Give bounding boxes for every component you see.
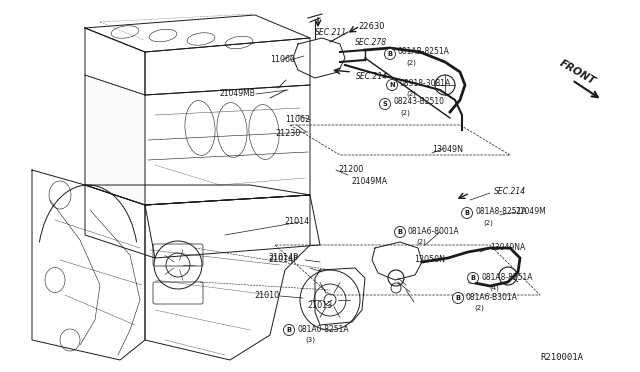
Text: (2): (2) — [406, 60, 416, 66]
Text: 081A6-8001A: 081A6-8001A — [408, 227, 460, 235]
Circle shape — [461, 208, 472, 218]
Text: (4): (4) — [489, 285, 499, 291]
Text: SEC.214: SEC.214 — [356, 72, 388, 81]
Circle shape — [380, 99, 390, 109]
Text: 21230: 21230 — [275, 128, 300, 138]
Text: 13050N: 13050N — [414, 256, 445, 264]
Text: 13049NA: 13049NA — [490, 244, 525, 253]
Text: 08243-B2510: 08243-B2510 — [393, 97, 444, 106]
Text: (3): (3) — [305, 337, 315, 343]
Circle shape — [467, 273, 479, 283]
Text: R210001A: R210001A — [540, 353, 583, 362]
Text: 081A0-8251A: 081A0-8251A — [297, 324, 349, 334]
Text: SEC.214: SEC.214 — [494, 187, 526, 196]
Text: 11060: 11060 — [270, 55, 295, 64]
Text: 21010: 21010 — [254, 292, 279, 301]
Text: 21200: 21200 — [338, 166, 364, 174]
Text: 21014: 21014 — [284, 218, 309, 227]
Text: 21014P: 21014P — [268, 253, 298, 262]
Text: 22630: 22630 — [358, 22, 385, 31]
Text: 081AB-8251A: 081AB-8251A — [398, 48, 450, 57]
Text: 21013: 21013 — [307, 301, 332, 310]
Text: 081A8-8251A: 081A8-8251A — [475, 208, 527, 217]
Circle shape — [394, 227, 406, 237]
Circle shape — [284, 324, 294, 336]
Text: B: B — [470, 275, 476, 281]
Circle shape — [387, 80, 397, 90]
Polygon shape — [85, 75, 145, 205]
Text: SEC.278: SEC.278 — [355, 38, 387, 47]
Text: SEC.211: SEC.211 — [315, 28, 347, 37]
Text: 081A6-B301A: 081A6-B301A — [466, 292, 518, 301]
Text: B: B — [387, 51, 392, 57]
Text: B: B — [397, 229, 403, 235]
Text: B: B — [465, 210, 470, 216]
Text: 08918-3081A: 08918-3081A — [400, 78, 451, 87]
Text: N: N — [389, 82, 395, 88]
Text: FRONT: FRONT — [558, 58, 597, 86]
Text: 21049M: 21049M — [516, 208, 547, 217]
Text: (2): (2) — [406, 91, 416, 97]
Text: (2): (2) — [416, 239, 426, 245]
Text: 081A8-8251A: 081A8-8251A — [481, 273, 532, 282]
Text: 13049N: 13049N — [432, 145, 463, 154]
Text: S: S — [383, 101, 387, 107]
Text: 21014P: 21014P — [268, 256, 298, 264]
Text: B: B — [287, 327, 291, 333]
Circle shape — [452, 292, 463, 304]
Text: (2): (2) — [400, 110, 410, 116]
Text: (2): (2) — [474, 305, 484, 311]
Text: 21049MA: 21049MA — [351, 177, 387, 186]
Text: (2): (2) — [483, 220, 493, 226]
Circle shape — [385, 48, 396, 60]
Text: 21049MB: 21049MB — [220, 90, 256, 99]
Text: 11062: 11062 — [285, 115, 310, 125]
Text: B: B — [456, 295, 461, 301]
